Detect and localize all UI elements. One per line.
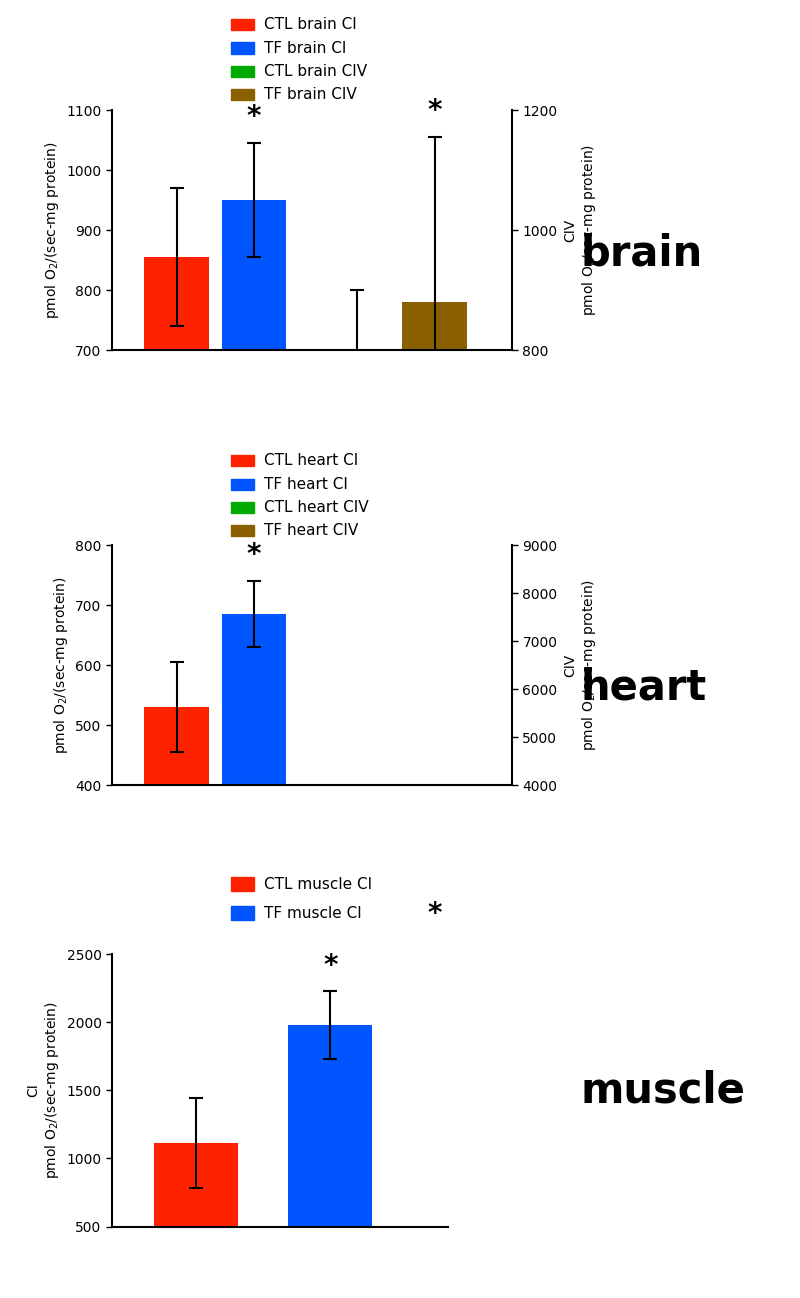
Bar — [402, 948, 467, 1025]
FancyBboxPatch shape — [230, 877, 254, 892]
Y-axis label: pmol O$_2$/(sec-mg protein): pmol O$_2$/(sec-mg protein) — [42, 141, 61, 319]
Y-axis label: CI
pmol O$_2$/(sec-mg protein): CI pmol O$_2$/(sec-mg protein) — [26, 1002, 61, 1179]
FancyBboxPatch shape — [230, 43, 254, 53]
Text: CTL heart CI: CTL heart CI — [264, 453, 358, 469]
FancyBboxPatch shape — [230, 526, 254, 536]
FancyBboxPatch shape — [230, 19, 254, 30]
Bar — [325, 378, 390, 771]
Text: TF brain CI: TF brain CI — [264, 40, 346, 56]
Text: muscle: muscle — [580, 1070, 745, 1111]
Text: TF heart CI: TF heart CI — [264, 476, 348, 492]
FancyBboxPatch shape — [230, 479, 254, 489]
Text: CTL heart CIV: CTL heart CIV — [264, 500, 369, 515]
Text: brain: brain — [580, 232, 702, 274]
Bar — [222, 200, 286, 771]
Bar — [402, 302, 467, 771]
FancyBboxPatch shape — [230, 456, 254, 466]
Text: *: * — [246, 104, 261, 131]
Text: *: * — [427, 97, 442, 126]
Text: CTL muscle CI: CTL muscle CI — [264, 876, 373, 892]
Text: TF heart CIV: TF heart CIV — [264, 523, 358, 539]
FancyBboxPatch shape — [230, 502, 254, 513]
Bar — [144, 257, 209, 771]
Bar — [325, 953, 390, 1025]
Text: *: * — [323, 951, 338, 980]
Text: heart: heart — [580, 667, 706, 709]
Text: *: * — [246, 541, 261, 569]
Bar — [289, 1025, 373, 1295]
FancyBboxPatch shape — [230, 66, 254, 77]
FancyBboxPatch shape — [230, 90, 254, 100]
Y-axis label: CIV
pmol O$_2$/sec-mg protein): CIV pmol O$_2$/sec-mg protein) — [563, 144, 598, 317]
Bar — [144, 707, 209, 1025]
Bar — [154, 1144, 238, 1295]
FancyBboxPatch shape — [230, 906, 254, 920]
Text: CTL brain CI: CTL brain CI — [264, 17, 357, 32]
Text: TF brain CIV: TF brain CIV — [264, 87, 357, 103]
Text: CTL brain CIV: CTL brain CIV — [264, 64, 367, 79]
Text: *: * — [427, 901, 442, 928]
Y-axis label: CIV
pmol O$_2$/sec-mg protein): CIV pmol O$_2$/sec-mg protein) — [563, 579, 598, 752]
Y-axis label: pmol O$_2$/(sec-mg protein): pmol O$_2$/(sec-mg protein) — [52, 576, 70, 754]
Text: TF muscle CI: TF muscle CI — [264, 906, 362, 922]
Bar — [222, 614, 286, 1025]
